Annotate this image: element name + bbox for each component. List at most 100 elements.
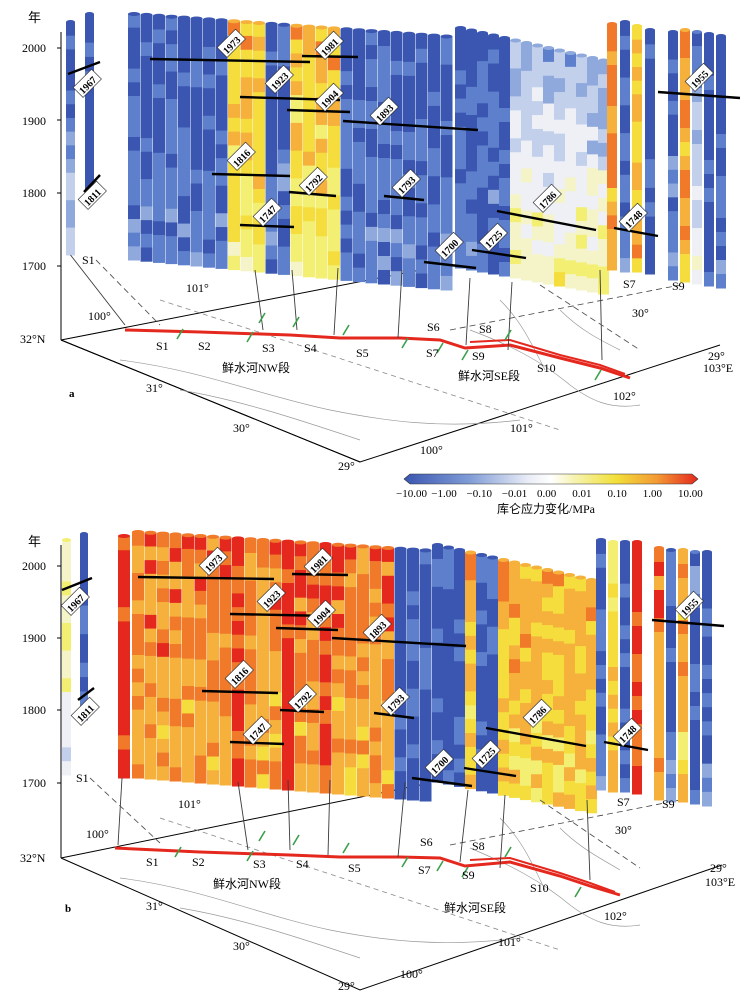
stress-cell xyxy=(190,252,203,267)
stress-cell xyxy=(564,616,575,631)
stress-cell xyxy=(668,114,678,129)
stress-cell xyxy=(369,713,382,729)
stress-cell xyxy=(394,673,407,689)
stress-cell xyxy=(215,227,228,242)
stress-cell xyxy=(132,737,144,752)
stress-cell xyxy=(704,48,714,63)
stress-cell xyxy=(632,598,642,613)
stress-cell xyxy=(596,553,606,569)
stress-cell xyxy=(282,610,294,625)
stress-cell xyxy=(488,189,499,205)
stress-cell xyxy=(382,589,394,605)
stress-cell xyxy=(269,706,282,721)
stress-cell xyxy=(542,666,553,681)
stress-cell xyxy=(140,110,153,125)
stress-cell xyxy=(668,169,678,185)
stress-cell xyxy=(645,116,655,131)
stress-cell xyxy=(85,56,94,72)
stress-column xyxy=(215,18,228,269)
stress-cell xyxy=(232,634,244,649)
stress-cell xyxy=(554,133,565,148)
column-cap xyxy=(178,15,190,20)
stress-cell xyxy=(340,71,353,86)
column-cap xyxy=(128,12,140,16)
stress-cell xyxy=(587,154,598,169)
stress-cell xyxy=(607,78,617,93)
stress-column xyxy=(303,24,315,278)
stress-cell xyxy=(407,688,419,704)
column-cap xyxy=(654,546,664,550)
stress-cell xyxy=(257,622,269,637)
stress-cell xyxy=(476,735,487,750)
stress-cell xyxy=(85,128,94,144)
stress-cell xyxy=(428,63,440,79)
stress-cell xyxy=(690,566,700,581)
stress-cell xyxy=(344,614,357,630)
stress-cell xyxy=(692,200,702,215)
colorbar-label: 库仑应力变化/MPa xyxy=(497,501,596,516)
leader-line xyxy=(586,799,591,881)
stress-cell xyxy=(118,592,130,608)
stress-cell xyxy=(565,122,576,137)
stress-cell xyxy=(608,694,618,710)
stress-cell xyxy=(153,207,165,222)
stress-cell xyxy=(194,673,207,688)
stress-cell xyxy=(455,112,466,128)
stress-cell xyxy=(716,120,726,135)
stress-cell xyxy=(520,647,531,663)
stress-cell xyxy=(654,772,664,787)
stress-cell xyxy=(269,747,282,762)
stress-cell xyxy=(498,753,509,769)
stress-cell xyxy=(390,46,403,62)
stress-cell xyxy=(278,149,290,164)
stress-cell xyxy=(680,156,690,171)
stress-cell xyxy=(144,751,157,766)
stress-cell xyxy=(328,112,340,127)
stress-cell xyxy=(678,648,688,663)
stress-cell xyxy=(144,587,157,602)
stress-column xyxy=(543,46,554,285)
stress-cell xyxy=(488,133,499,149)
stress-cell xyxy=(219,633,232,649)
stress-cell xyxy=(645,202,655,218)
stress-cell xyxy=(690,552,700,567)
stress-cell xyxy=(587,209,598,224)
stress-cell xyxy=(407,716,419,731)
stress-cell xyxy=(542,748,553,764)
stress-cell xyxy=(269,609,282,625)
stress-cell xyxy=(62,761,71,776)
stress-cell xyxy=(253,50,265,65)
stress-cell xyxy=(282,721,294,736)
stress-cell xyxy=(476,665,487,681)
stress-cell xyxy=(509,617,520,633)
stress-cell xyxy=(678,634,688,649)
stress-cell xyxy=(586,648,597,663)
stress-cell xyxy=(576,193,587,208)
stress-cell xyxy=(680,142,690,157)
stress-cell xyxy=(654,674,664,689)
stress-cell xyxy=(319,779,332,794)
stress-cell xyxy=(369,699,382,715)
stress-cell xyxy=(66,159,75,174)
stress-cell xyxy=(365,128,378,144)
stress-cell xyxy=(390,60,403,76)
stress-cell xyxy=(328,209,340,224)
stress-cell xyxy=(620,542,630,557)
stress-cell xyxy=(132,545,144,560)
segment-s2-b: S2 xyxy=(192,855,205,869)
stress-cell xyxy=(428,162,440,177)
stress-column xyxy=(165,14,178,265)
panel-letter-b: b xyxy=(65,903,71,915)
stress-cell xyxy=(240,105,253,120)
stress-cell xyxy=(443,589,454,604)
stress-cell xyxy=(576,207,587,222)
stress-cell xyxy=(403,258,415,273)
stress-cell xyxy=(543,75,554,91)
stress-cell xyxy=(465,552,476,567)
stress-cell xyxy=(140,55,153,71)
stress-cell xyxy=(132,586,144,601)
column-cap xyxy=(332,542,344,547)
column-cap xyxy=(118,534,130,538)
event-label-1700: 1700 xyxy=(434,231,464,261)
